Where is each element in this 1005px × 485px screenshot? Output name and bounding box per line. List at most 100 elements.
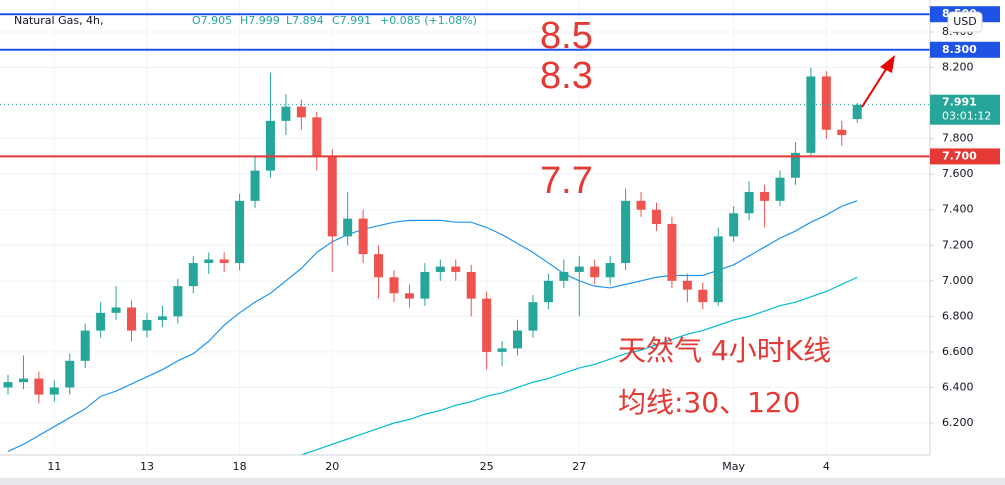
y-tick-label: 7.000 xyxy=(942,274,974,287)
candle-body xyxy=(513,330,523,349)
symbol: Natural Gas, 4h, xyxy=(14,14,104,27)
candle-body xyxy=(157,316,167,320)
candle-body xyxy=(404,293,414,299)
candle-body xyxy=(636,200,646,210)
annotation: 均线:30、120 xyxy=(618,386,801,419)
y-tick-label: 7.400 xyxy=(942,203,974,216)
level-badge-label: 8.300 xyxy=(942,43,977,56)
candle-body xyxy=(235,200,245,264)
candle-body xyxy=(466,271,476,299)
candle-body xyxy=(605,263,615,278)
candle-body xyxy=(559,271,569,281)
candle-body xyxy=(65,360,75,388)
y-tick-label: 6.600 xyxy=(942,345,974,358)
candle-body xyxy=(358,218,368,255)
candle-body xyxy=(775,177,785,201)
currency[interactable]: USD xyxy=(953,15,977,28)
candle-body xyxy=(760,191,770,201)
candle-body xyxy=(420,271,430,299)
y-tick-label: 7.800 xyxy=(942,132,974,145)
candle-body xyxy=(327,156,337,237)
candle-body xyxy=(204,259,214,264)
candle-body xyxy=(451,266,461,272)
level-badge-label: 7.700 xyxy=(942,149,977,162)
candle-body xyxy=(374,254,384,278)
candle-body xyxy=(837,129,847,136)
last-price-label: 7.991 xyxy=(942,96,977,109)
candle-body xyxy=(127,307,137,331)
candle-body xyxy=(667,223,677,281)
plot xyxy=(0,13,930,456)
candle-body xyxy=(18,378,28,383)
candle-body xyxy=(312,117,322,157)
moving-average xyxy=(301,276,858,456)
candle-body xyxy=(80,330,90,361)
y-tick-label: 6.800 xyxy=(942,309,974,322)
candle-body xyxy=(729,213,739,237)
x-tick-label: 4 xyxy=(823,460,830,473)
level-annotation: 7.7 xyxy=(540,160,593,202)
candle-body xyxy=(296,106,306,118)
y-tick-label: 7.200 xyxy=(942,238,974,251)
candle-body xyxy=(528,302,538,331)
countdown: 03:01:12 xyxy=(942,110,991,123)
candle-body xyxy=(435,266,445,272)
ohlc-change: +0.085 (+1.08%) xyxy=(380,14,477,27)
x-tick-label: 18 xyxy=(233,460,247,473)
candle-body xyxy=(188,263,198,287)
candle-body xyxy=(3,382,13,388)
candle-body xyxy=(790,152,800,178)
level-annotation: 8.3 xyxy=(540,55,593,97)
candle-body xyxy=(49,387,59,395)
annotation: 天然气 4小时K线 xyxy=(618,334,831,367)
candle-body xyxy=(281,106,291,121)
candle-body xyxy=(590,266,600,278)
candle-body xyxy=(482,298,492,352)
candle-body xyxy=(713,236,723,303)
candle-body xyxy=(574,266,584,272)
candle-body xyxy=(543,280,553,303)
candle-body xyxy=(34,378,44,395)
x-tick-label: 25 xyxy=(480,460,494,473)
candle-body xyxy=(173,286,183,317)
arrow-head xyxy=(880,55,895,73)
ohlc-low: L7.894 xyxy=(286,14,324,27)
y-tick-label: 6.200 xyxy=(942,416,974,429)
candle-body xyxy=(389,277,399,294)
candle-body xyxy=(621,200,631,264)
bottom-frame xyxy=(0,478,1005,485)
y-tick-label: 8.200 xyxy=(942,61,974,74)
currency-button[interactable] xyxy=(947,11,983,33)
candle-body xyxy=(744,191,754,214)
x-tick-label: 13 xyxy=(140,460,154,473)
last-price-badge xyxy=(930,94,1000,125)
y-tick-label: 7.600 xyxy=(942,167,974,180)
level-badge xyxy=(930,41,1000,58)
candle-body xyxy=(219,259,229,264)
candle-body xyxy=(142,319,152,331)
candle-body xyxy=(111,307,121,313)
grid xyxy=(0,0,930,455)
candle-body xyxy=(852,104,862,120)
candle-body xyxy=(250,170,260,201)
y-tick-label: 6.400 xyxy=(942,380,974,393)
candle-body xyxy=(806,76,816,153)
candle-body xyxy=(265,120,275,171)
candle-body xyxy=(821,76,831,130)
arrow-shaft xyxy=(861,65,889,108)
candle-body xyxy=(698,289,708,303)
ohlc-close: C7.991 xyxy=(332,14,371,27)
level-annotation: 8.5 xyxy=(540,15,593,57)
candle-body xyxy=(497,348,507,352)
level-badge xyxy=(930,148,1000,165)
ohlc-open: O7.905 xyxy=(192,14,232,27)
x-tick-label: 11 xyxy=(47,460,61,473)
x-tick-label: 20 xyxy=(325,460,339,473)
candle-body xyxy=(651,209,661,224)
x-tick-label: May xyxy=(722,460,745,473)
x-tick-label: 27 xyxy=(572,460,586,473)
candle-body xyxy=(343,218,353,237)
ohlc-high: H7.999 xyxy=(240,14,280,27)
